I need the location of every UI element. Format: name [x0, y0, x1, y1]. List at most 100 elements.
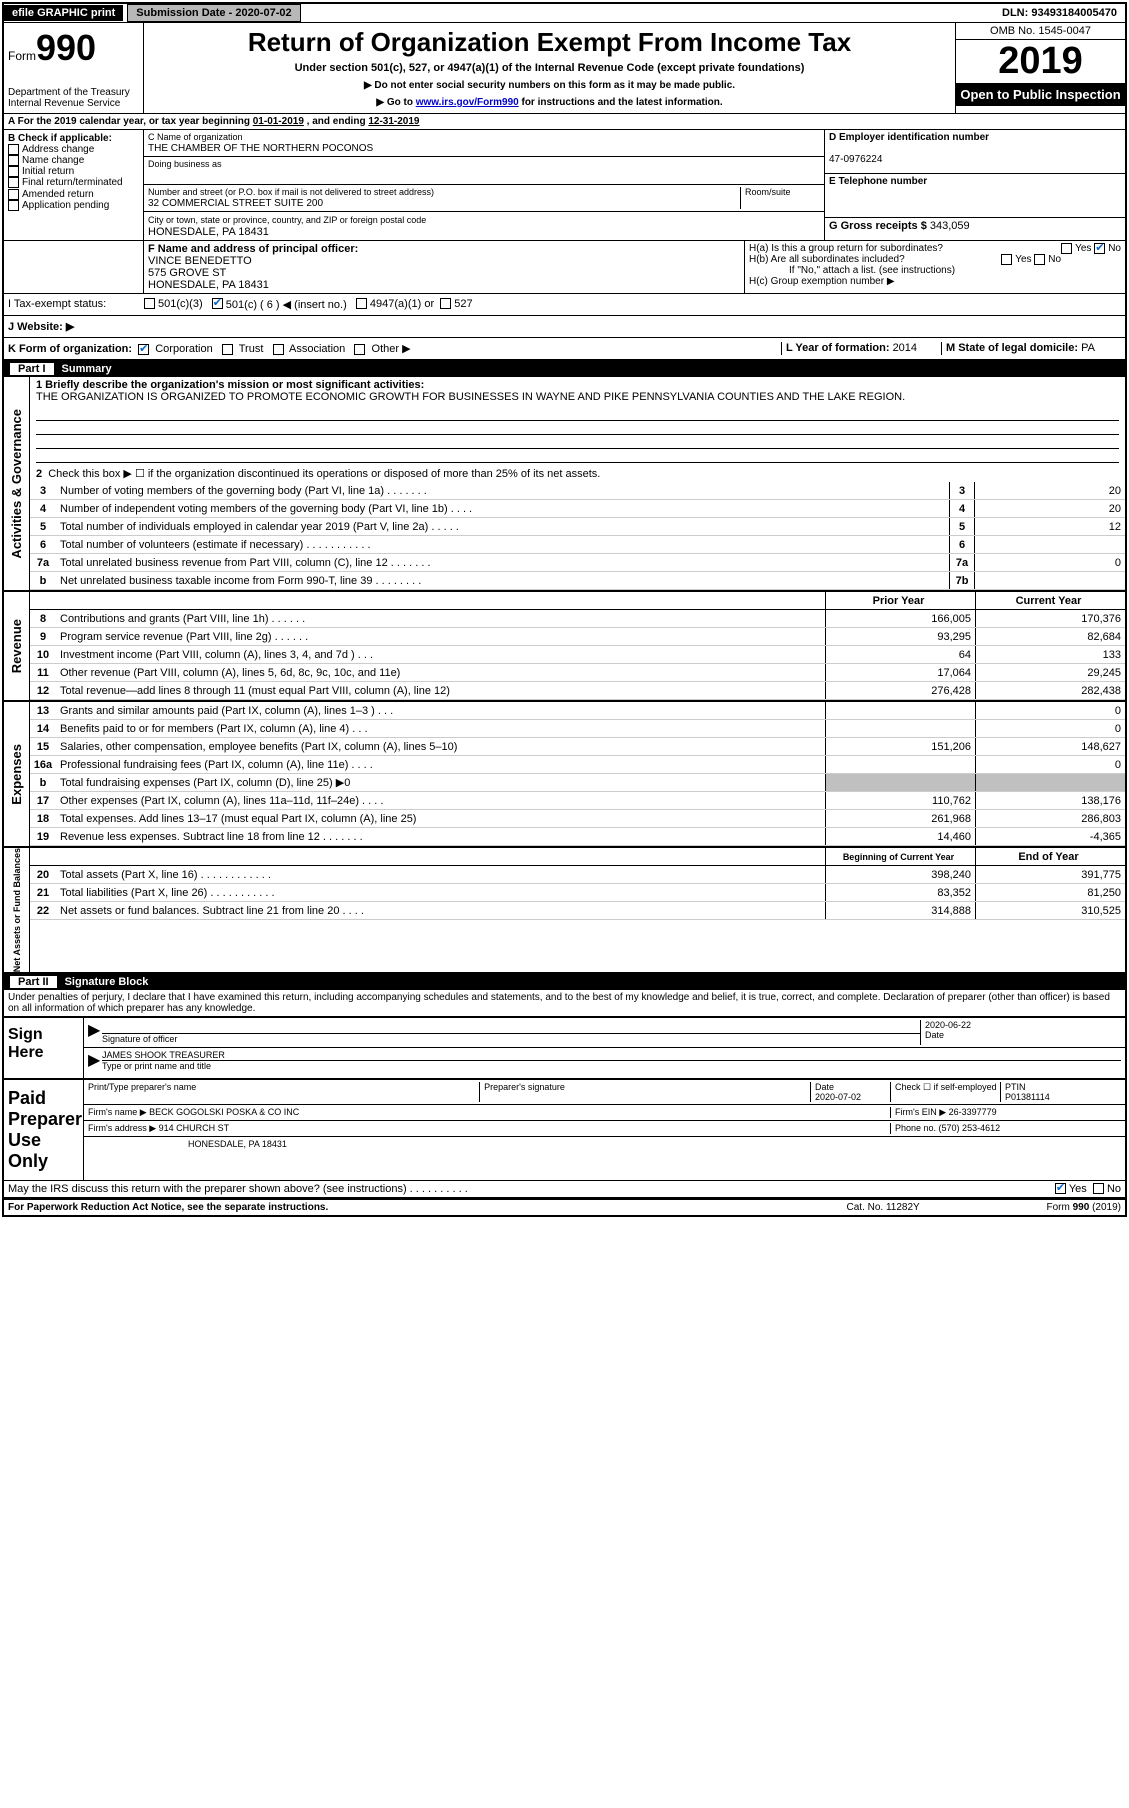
- h-a-row: H(a) Is this a group return for subordin…: [749, 243, 1121, 254]
- city-label: City or town, state or province, country…: [148, 215, 426, 225]
- b-item-3: Final return/terminated: [22, 178, 123, 189]
- org-name-cell: C Name of organization THE CHAMBER OF TH…: [144, 130, 824, 157]
- chk-address-change[interactable]: [8, 144, 19, 155]
- efile-button[interactable]: efile GRAPHIC print: [4, 5, 123, 21]
- l-label: L Year of formation:: [786, 342, 893, 354]
- chk-527[interactable]: [440, 298, 451, 309]
- sign-here-block: Sign Here ▶ Signature of officer 2020-06…: [4, 1016, 1125, 1078]
- room-cell: Room/suite: [740, 187, 820, 209]
- l2-text: Check this box ▶ ☐ if the organization d…: [48, 468, 600, 480]
- prior-year-amt: 276,428: [825, 682, 975, 699]
- f-label: F Name and address of principal officer:: [148, 243, 358, 255]
- col-c: C Name of organization THE CHAMBER OF TH…: [144, 130, 825, 240]
- mission-area: 1 Briefly describe the organization's mi…: [30, 377, 1125, 465]
- h-b-row: H(b) Are all subordinates included? Yes …: [749, 254, 1121, 265]
- line-no: 14: [30, 723, 56, 735]
- line-text: Grants and similar amounts paid (Part IX…: [56, 705, 825, 717]
- h-c-label: H(c) Group exemption number ▶: [749, 276, 1121, 287]
- chk-hb-yes[interactable]: [1001, 254, 1012, 265]
- top-lines: 3 Number of voting members of the govern…: [30, 482, 1125, 590]
- firm-name-label: Firm's name ▶: [88, 1107, 149, 1117]
- discuss-row: May the IRS discuss this return with the…: [4, 1180, 1125, 1198]
- sub3-post: for instructions and the latest informat…: [519, 97, 723, 108]
- subtitle-1: Under section 501(c), 527, or 4947(a)(1)…: [152, 62, 947, 74]
- dln-label: DLN:: [1002, 7, 1031, 19]
- amount-line: 12 Total revenue—add lines 8 through 11 …: [30, 682, 1125, 700]
- sig-date: 2020-06-22: [925, 1020, 971, 1030]
- line-text: Salaries, other compensation, employee b…: [56, 741, 825, 753]
- i-opt-0: 501(c)(3): [158, 298, 203, 311]
- header-middle: Return of Organization Exempt From Incom…: [144, 23, 955, 113]
- d-label: D Employer identification number: [829, 132, 989, 143]
- current-year-amt: 170,376: [975, 610, 1125, 627]
- g-label: G Gross receipts $: [829, 220, 930, 232]
- b-item-2: Initial return: [22, 166, 74, 177]
- line-a-end: 12-31-2019: [368, 116, 419, 127]
- chk-discuss-no[interactable]: [1093, 1183, 1104, 1194]
- amount-line: 18 Total expenses. Add lines 13–17 (must…: [30, 810, 1125, 828]
- chk-other[interactable]: [354, 344, 365, 355]
- exp-block: Expenses 13 Grants and similar amounts p…: [4, 702, 1125, 848]
- chk-assoc[interactable]: [273, 344, 284, 355]
- l1-label: 1 Briefly describe the organization's mi…: [36, 379, 424, 391]
- chk-hb-no[interactable]: [1034, 254, 1045, 265]
- chk-corp[interactable]: [138, 344, 149, 355]
- line-no: 15: [30, 741, 56, 753]
- prior-year-amt: [825, 774, 975, 791]
- submission-label: Submission Date -: [136, 7, 235, 19]
- hb-yes: Yes: [1015, 254, 1031, 265]
- current-year-amt: 310,525: [975, 902, 1125, 919]
- chk-ha-yes[interactable]: [1061, 243, 1072, 254]
- line-no: 11: [30, 667, 56, 679]
- line-no: 16a: [30, 759, 56, 771]
- current-year-amt: 82,684: [975, 628, 1125, 645]
- line-no: b: [30, 575, 56, 587]
- rev-label: Revenue: [9, 619, 24, 673]
- chk-discuss-yes[interactable]: [1055, 1183, 1066, 1194]
- dln-value: 93493184005470: [1031, 7, 1117, 19]
- h-b-label: H(b) Are all subordinates included?: [749, 254, 905, 265]
- chk-app-pending[interactable]: [8, 200, 19, 211]
- l-cell: L Year of formation: 2014: [781, 342, 941, 355]
- chk-name-change[interactable]: [8, 155, 19, 166]
- summary-line: 4 Number of independent voting members o…: [30, 500, 1125, 518]
- chk-4947[interactable]: [356, 298, 367, 309]
- chk-501c3[interactable]: [144, 298, 155, 309]
- end-year-hdr: End of Year: [975, 848, 1125, 865]
- mission-line-3: [36, 435, 1119, 449]
- part1-bar: Part I Summary: [4, 361, 1125, 377]
- addr-street: Number and street (or P.O. box if mail i…: [148, 187, 740, 209]
- sign-here-label: Sign Here: [4, 1018, 84, 1078]
- form-number: Form990: [8, 27, 139, 69]
- current-year-amt: 148,627: [975, 738, 1125, 755]
- form990-link[interactable]: www.irs.gov/Form990: [416, 97, 519, 108]
- k-opt-1: Trust: [239, 343, 264, 355]
- chk-amended[interactable]: [8, 189, 19, 200]
- sig-line[interactable]: [102, 1020, 920, 1034]
- line-value: [975, 536, 1125, 553]
- k-opt-0: Corporation: [155, 343, 212, 355]
- line-no: 10: [30, 649, 56, 661]
- chk-501c[interactable]: [212, 298, 223, 309]
- line-no: 6: [30, 539, 56, 551]
- summary-line: 3 Number of voting members of the govern…: [30, 482, 1125, 500]
- amount-line: b Total fundraising expenses (Part IX, c…: [30, 774, 1125, 792]
- fh-section: F Name and address of principal officer:…: [4, 241, 1125, 294]
- sign-arrow-icon: ▶: [88, 1020, 102, 1045]
- chk-trust[interactable]: [222, 344, 233, 355]
- preparer-row1: Print/Type preparer's name Preparer's si…: [84, 1080, 1125, 1105]
- chk-initial-return[interactable]: [8, 166, 19, 177]
- amount-line: 16a Professional fundraising fees (Part …: [30, 756, 1125, 774]
- submission-date-button[interactable]: Submission Date - 2020-07-02: [127, 4, 300, 22]
- b-item-0: Address change: [22, 144, 94, 155]
- form-page: efile GRAPHIC print Submission Date - 20…: [2, 2, 1127, 1217]
- b-label: B Check if applicable:: [8, 133, 112, 144]
- k-label: K Form of organization:: [8, 343, 132, 355]
- chk-final-return[interactable]: [8, 177, 19, 188]
- city-value: HONESDALE, PA 18431: [148, 226, 269, 238]
- prior-year-amt: 166,005: [825, 610, 975, 627]
- dept-label: Department of the Treasury Internal Reve…: [8, 87, 139, 109]
- line-text: Total number of individuals employed in …: [56, 521, 949, 533]
- h-section: H(a) Is this a group return for subordin…: [745, 241, 1125, 293]
- chk-ha-no[interactable]: [1094, 243, 1105, 254]
